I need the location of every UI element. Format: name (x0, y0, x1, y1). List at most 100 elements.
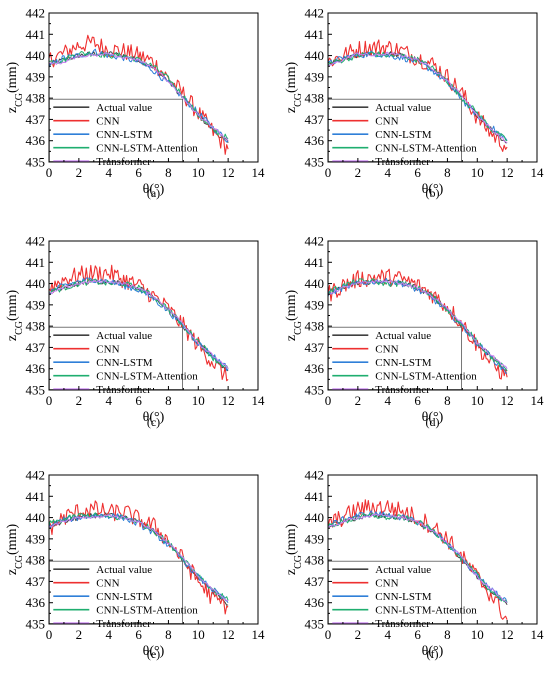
x-tick-label: 4 (384, 627, 391, 642)
y-tick-label: 437 (305, 340, 325, 355)
x-tick-label: 6 (414, 627, 421, 642)
y-tick-label: 442 (305, 468, 325, 483)
x-tick-label: 10 (471, 393, 484, 408)
x-tick-label: 8 (165, 627, 172, 642)
series-line-transformer (48, 279, 229, 369)
x-tick-label: 8 (444, 165, 451, 180)
series-line-cnn (327, 499, 508, 620)
y-tick-label: 442 (26, 234, 46, 249)
y-tick-label: 437 (26, 112, 46, 127)
x-tick-label: 10 (192, 393, 205, 408)
legend-label: Actual value (375, 564, 431, 576)
legend-label: CNN (375, 116, 398, 128)
y-tick-label: 442 (305, 234, 325, 249)
x-tick-label: 6 (414, 393, 421, 408)
y-tick-label: 442 (305, 6, 325, 21)
x-tick-label: 4 (105, 627, 112, 642)
panel-label: (a) (147, 186, 160, 200)
x-tick-label: 12 (222, 165, 235, 180)
y-tick-label: 435 (305, 155, 325, 170)
y-tick-label: 438 (305, 91, 325, 106)
x-tick-label: 8 (444, 393, 451, 408)
x-tick-label: 14 (531, 627, 545, 642)
x-tick-label: 2 (76, 627, 83, 642)
series-line-cnn-lstm-attention (48, 278, 229, 369)
y-tick-label: 438 (26, 319, 46, 334)
y-tick-label: 437 (305, 574, 325, 589)
legend-box (48, 98, 184, 162)
y-tick-label: 438 (305, 319, 325, 334)
y-tick-label: 439 (26, 69, 46, 84)
y-tick-label: 441 (305, 489, 325, 504)
y-tick-label: 441 (26, 27, 46, 42)
y-tick-label: 439 (26, 531, 46, 546)
series-line-cnn (327, 268, 508, 380)
x-tick-label: 12 (501, 627, 514, 642)
y-axis-title: zCG(mm) (284, 62, 304, 114)
legend-label: Actual value (375, 102, 431, 114)
x-axis-title: θ(°) (143, 182, 165, 197)
x-tick-label: 14 (531, 165, 545, 180)
x-tick-label: 4 (105, 165, 112, 180)
legend-label: CNN-LSTM (96, 357, 152, 369)
series-line-transformer (327, 513, 508, 604)
x-tick-label: 10 (192, 627, 205, 642)
y-tick-label: 441 (305, 27, 325, 42)
x-tick-label: 2 (355, 165, 362, 180)
x-tick-label: 10 (471, 627, 484, 642)
legend-box (327, 326, 463, 390)
x-tick-label: 4 (105, 393, 112, 408)
legend-label: CNN (375, 578, 398, 590)
x-axis-title: θ(°) (143, 644, 165, 659)
y-tick-label: 440 (305, 48, 325, 63)
series-line-cnn-lstm (48, 513, 229, 604)
x-tick-label: 8 (165, 165, 172, 180)
legend-box (327, 98, 463, 162)
x-tick-label: 6 (135, 165, 142, 180)
legend-label: CNN-LSTM (96, 129, 152, 141)
y-tick-label: 436 (305, 361, 325, 376)
y-tick-label: 435 (305, 617, 325, 632)
y-tick-label: 438 (305, 553, 325, 568)
x-tick-label: 0 (46, 627, 53, 642)
legend-box (48, 326, 184, 390)
x-tick-label: 14 (252, 627, 266, 642)
y-tick-label: 440 (26, 48, 46, 63)
y-axis-title: zCG(mm) (284, 524, 304, 576)
x-tick-label: 14 (252, 165, 266, 180)
legend-label: CNN-LSTM (375, 591, 431, 603)
x-tick-label: 0 (325, 165, 332, 180)
y-tick-label: 442 (26, 6, 46, 21)
x-tick-label: 6 (414, 165, 421, 180)
legend-label: CNN-LSTM-Attention (96, 605, 198, 617)
x-axis-title: θ(°) (422, 644, 444, 659)
panel-label: (f) (427, 647, 439, 661)
x-tick-label: 14 (531, 393, 545, 408)
panel-label: (c) (147, 415, 160, 429)
legend-label: CNN-LSTM (96, 591, 152, 603)
x-tick-label: 2 (76, 165, 83, 180)
series-line-cnn (48, 264, 229, 382)
y-tick-label: 437 (26, 340, 46, 355)
y-axis-title: zCG(mm) (5, 290, 25, 342)
series-line-transformer (48, 52, 229, 141)
legend-label: Actual value (375, 330, 431, 342)
y-tick-label: 435 (26, 383, 46, 398)
y-tick-label: 440 (305, 510, 325, 525)
x-tick-label: 8 (444, 627, 451, 642)
x-tick-label: 4 (384, 393, 391, 408)
x-tick-label: 10 (471, 165, 484, 180)
y-tick-label: 436 (26, 361, 46, 376)
y-tick-label: 436 (26, 133, 46, 148)
y-tick-label: 439 (305, 297, 325, 312)
x-tick-label: 2 (76, 393, 83, 408)
y-tick-label: 439 (26, 297, 46, 312)
legend-label: CNN (96, 116, 119, 128)
series-line-transformer (327, 51, 508, 144)
x-tick-label: 12 (222, 627, 235, 642)
